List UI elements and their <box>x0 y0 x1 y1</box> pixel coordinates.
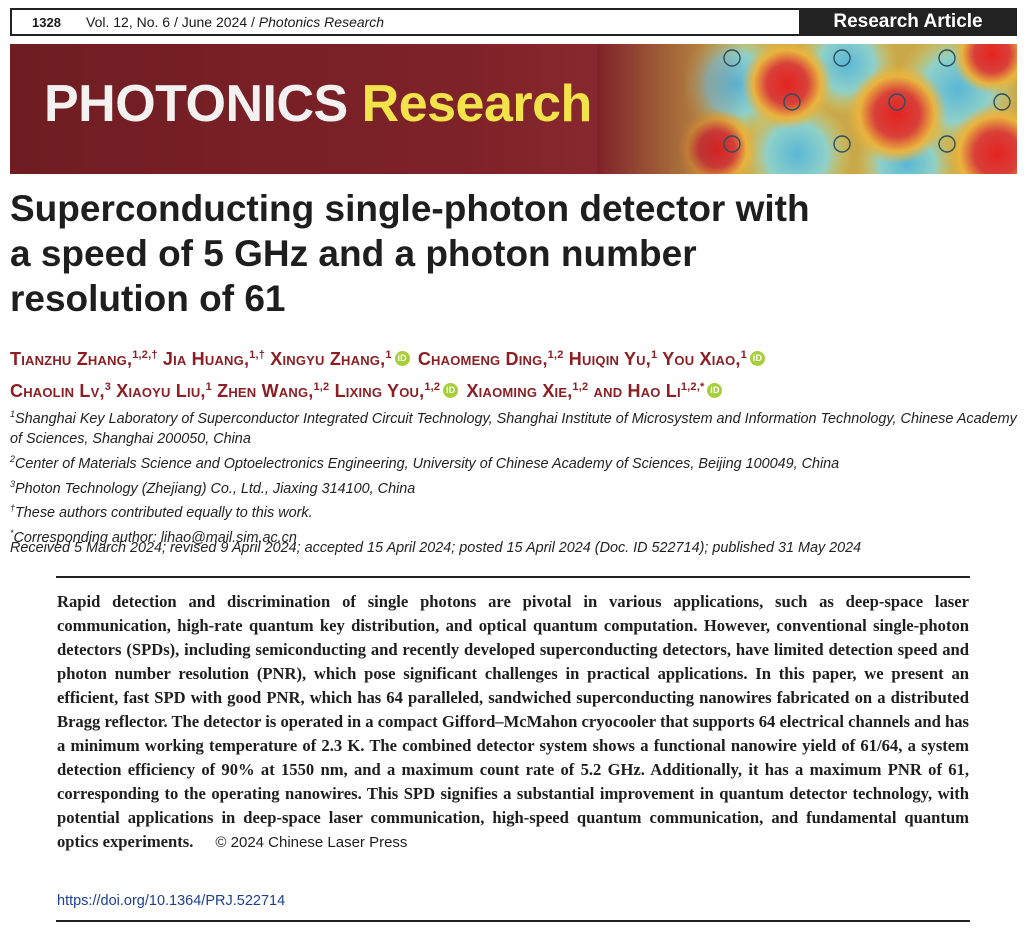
article-type-badge: Research Article <box>799 8 1017 36</box>
affiliations: 1Shanghai Key Laboratory of Superconduct… <box>10 404 1020 548</box>
author: Jia Huang,1,† <box>162 349 266 369</box>
affiliation: 1Shanghai Key Laboratory of Superconduct… <box>10 409 1017 447</box>
page-number: 1328 <box>32 14 61 30</box>
abstract: Rapid detection and discrimination of si… <box>57 590 969 855</box>
publication-history: Received 5 March 2024; revised 9 April 2… <box>10 540 862 556</box>
affiliation: 2Center of Materials Science and Optoele… <box>10 453 840 472</box>
author-list: Tianzhu Zhang,1,2,† Jia Huang,1,† Xingyu… <box>10 341 1010 405</box>
orcid-icon[interactable]: iD <box>443 382 459 398</box>
copyright-notice: © 2024 Chinese Laser Press <box>215 834 408 851</box>
banner-pattern-icon <box>597 44 1017 174</box>
abstract-text: Rapid detection and discrimination of si… <box>57 592 969 851</box>
doi-link[interactable]: https://doi.org/10.1364/PRJ.522714 <box>57 893 286 909</box>
running-header: 1328 Vol. 12, No. 6 / June 2024 / Photon… <box>10 8 1017 36</box>
divider <box>56 576 970 578</box>
author: Zhen Wang,1,2 <box>217 381 330 401</box>
author: You Xiao,1 iD <box>662 349 768 369</box>
author: Xiaoyu Liu,1 <box>116 381 212 401</box>
corresponding-author: *Corresponding author: lihao@mail.sim.ac… <box>10 528 297 546</box>
divider <box>56 920 970 922</box>
affiliation: 3Photon Technology (Zhejiang) Co., Ltd.,… <box>10 478 416 497</box>
author: and Hao Li1,2,* iD <box>594 381 726 401</box>
orcid-icon[interactable]: iD <box>749 350 765 366</box>
author: Xiaoming Xie,1,2 <box>466 381 589 401</box>
article-title: Superconducting single-photon detector w… <box>10 188 810 319</box>
orcid-icon[interactable]: iD <box>394 350 410 366</box>
author: Tianzhu Zhang,1,2,† <box>10 349 158 369</box>
volume-line: Vol. 12, No. 6 / June 2024 / Photonics R… <box>86 14 385 30</box>
author: Chaolin Lv,3 <box>10 381 112 401</box>
author: Chaomeng Ding,1,2 <box>417 349 564 369</box>
equal-contribution-note: †These authors contributed equally to th… <box>10 503 313 522</box>
author: Xingyu Zhang,1 iD <box>270 349 412 369</box>
author: Lixing You,1,2 iD <box>335 381 462 401</box>
journal-name: Photonics Research <box>258 14 385 30</box>
journal-banner: PHOTONICS Research <box>10 44 1017 174</box>
orcid-icon[interactable]: iD <box>707 382 723 398</box>
author: Huiqin Yu,1 <box>568 349 658 369</box>
journal-logo: PHOTONICS Research <box>44 75 592 133</box>
